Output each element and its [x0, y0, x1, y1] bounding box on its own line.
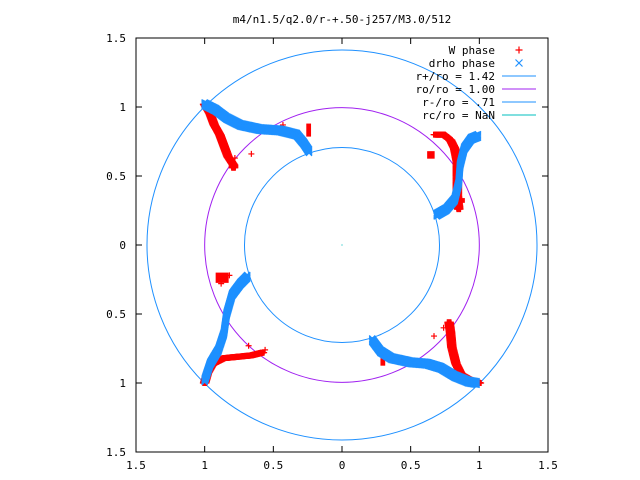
x-tick-label: 1.5 [538, 459, 558, 472]
w-phase-cluster [306, 123, 312, 137]
w-phase-point [232, 164, 239, 171]
w-phase-point [440, 324, 447, 331]
x-tick-label: 1.5 [126, 459, 146, 472]
y-tick-label: 0.5 [106, 170, 126, 183]
w-phase-cluster [457, 198, 465, 203]
y-tick-label: 0.5 [106, 308, 126, 321]
legend-label: r-/ro = .71 [422, 96, 495, 109]
drho-phase-point [305, 148, 313, 156]
y-tick-label: 1 [119, 377, 126, 390]
legend-label: drho phase [429, 57, 495, 70]
circle-r-1.42 [146, 49, 538, 441]
drho-phase-point [474, 133, 482, 141]
w-phase-point [231, 155, 238, 162]
y-tick-label: 0 [119, 239, 126, 252]
x-tick-label: 0 [339, 459, 346, 472]
legend-label: rc/ro = NaN [422, 109, 495, 122]
drho-phase-point [473, 378, 481, 386]
drho-phase-point [474, 134, 482, 142]
x-tick-label: 1 [476, 459, 483, 472]
legend-label: ro/ro = 1.00 [416, 83, 495, 96]
legend-drho-phase-marker [515, 59, 523, 67]
legend-w-phase-marker [515, 46, 523, 54]
drho-phase-point [473, 379, 481, 387]
drho-phase-point [305, 149, 313, 157]
drho-phase-point [305, 147, 313, 155]
w-phase-cluster [427, 151, 435, 159]
w-phase-cluster [380, 358, 386, 366]
legend-label: W phase [449, 44, 495, 57]
w-phase-point [261, 349, 268, 356]
circle-r-0.71 [243, 146, 441, 344]
x-tick-label: 0.5 [401, 459, 421, 472]
w-phase-point [447, 319, 454, 326]
w-phase-point [262, 346, 269, 353]
y-tick-label: 1.5 [106, 446, 126, 459]
w-phase-point [431, 333, 438, 340]
drho-phase-point [305, 146, 313, 154]
drho-phase-point [474, 132, 482, 140]
drho-phase-point [474, 131, 482, 139]
circle-r-1 [204, 107, 480, 383]
w-phase-cluster [215, 272, 229, 283]
chart-title: m4/n1.5/q2.0/r-+.50-j257/M3.0/512 [233, 13, 452, 26]
origin-dot [341, 244, 343, 246]
w-phase-point [457, 203, 464, 210]
x-tick-label: 0.5 [263, 459, 283, 472]
w-phase-point [248, 150, 255, 157]
x-tick-label: 1 [201, 459, 208, 472]
y-tick-label: 1.5 [106, 32, 126, 45]
drho-phase-point [473, 380, 481, 388]
drho-phase-point [473, 381, 481, 389]
w-phase-point [245, 342, 252, 349]
legend-label: r+/ro = 1.42 [416, 70, 495, 83]
y-tick-label: 1 [119, 101, 126, 114]
